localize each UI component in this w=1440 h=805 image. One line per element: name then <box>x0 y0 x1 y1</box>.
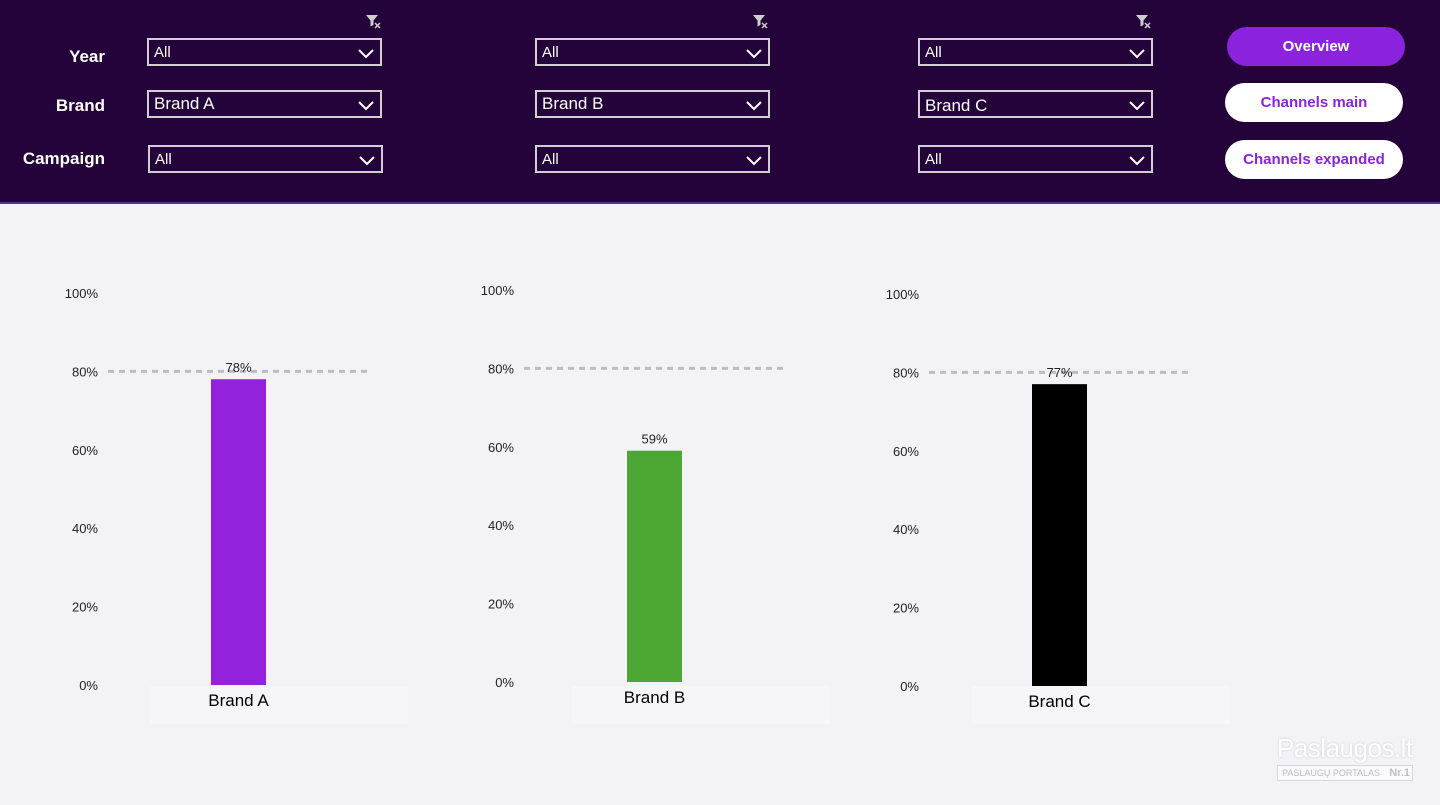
brand-dropdown-3-value: Brand C <box>925 96 988 115</box>
y-tick-label: 40% <box>72 521 98 536</box>
channels-main-button[interactable]: Channels main <box>1225 83 1403 122</box>
year-dropdown-2[interactable]: All <box>535 38 770 66</box>
campaign-dropdown-3[interactable]: All <box>918 145 1153 173</box>
year-label: Year <box>69 47 105 66</box>
y-tick-label: 20% <box>72 600 98 615</box>
campaign-dropdown-2[interactable]: All <box>535 145 770 173</box>
watermark-tagline-box: PASLAUGŲ PORTALAS Nr.1 <box>1277 765 1413 781</box>
category-strip <box>150 686 408 724</box>
campaign-dropdown-1-value: All <box>155 151 172 168</box>
chart-brand-b: 0% 20% 40% 60% 80% 100% 59% Brand B <box>456 273 816 728</box>
chart-brand-a: 0% 20% 40% 60% 80% 100% 78% Brand A <box>40 276 400 731</box>
chevron-down-icon <box>359 156 375 166</box>
y-tick-label: 0% <box>900 679 919 694</box>
clear-filter-icon[interactable] <box>365 13 381 29</box>
chevron-down-icon <box>746 156 762 166</box>
year-dropdown-1[interactable]: All <box>147 38 382 66</box>
category-strip <box>972 686 1230 724</box>
chevron-down-icon <box>746 49 762 59</box>
bar <box>627 450 682 682</box>
chart-svg: 0% 20% 40% 60% 80% 100% 78% Brand A <box>65 286 372 710</box>
bar-data-label: 59% <box>641 432 667 447</box>
brand-dropdown-1[interactable]: Brand A <box>147 90 382 118</box>
y-tick-label: 60% <box>72 443 98 458</box>
y-tick-label: 80% <box>893 365 919 380</box>
chart-svg: 0% 20% 40% 60% 80% 100% 77% Brand C <box>886 287 1193 711</box>
brand-label: Brand <box>55 96 105 115</box>
category-label: Brand C <box>1028 692 1090 711</box>
brand-dropdown-2-value: Brand B <box>542 94 604 113</box>
channels-expanded-button[interactable]: Channels expanded <box>1225 140 1403 179</box>
campaign-dropdown-2-value: All <box>542 151 559 168</box>
watermark-brand: Paslaugos.lt <box>1277 733 1413 763</box>
watermark-badge: Nr.1 <box>1389 767 1410 779</box>
campaign-label: Campaign <box>22 149 105 168</box>
brand-dropdown-1-value: Brand A <box>154 94 215 113</box>
y-tick-label: 40% <box>893 522 919 537</box>
y-tick-label: 100% <box>886 287 920 302</box>
year-dropdown-3-value: All <box>925 44 942 61</box>
y-tick-label: 100% <box>481 283 515 298</box>
year-dropdown-3[interactable]: All <box>918 38 1153 66</box>
bar-data-label: 77% <box>1046 365 1072 380</box>
chevron-down-icon <box>1129 101 1145 111</box>
bar-data-label: 78% <box>225 360 251 375</box>
paslaugos-watermark-logo: Paslaugos.lt PASLAUGŲ PORTALAS Nr.1 <box>1275 733 1415 783</box>
y-tick-label: 40% <box>488 518 514 533</box>
category-label: Brand A <box>208 691 269 710</box>
y-tick-label: 20% <box>893 601 919 616</box>
clear-filter-icon[interactable] <box>752 13 768 29</box>
category-strip <box>572 686 830 724</box>
bar <box>211 379 266 685</box>
chevron-down-icon <box>1129 156 1145 166</box>
chart-svg: 0% 20% 40% 60% 80% 100% 59% Brand B <box>481 283 788 707</box>
overview-button[interactable]: Overview <box>1227 27 1405 66</box>
chevron-down-icon <box>746 101 762 111</box>
filter-header: Year Brand Campaign All Brand A All All … <box>0 0 1440 204</box>
chevron-down-icon <box>358 101 374 111</box>
brand-dropdown-2[interactable]: Brand B <box>535 90 770 118</box>
y-tick-label: 80% <box>72 364 98 379</box>
y-tick-label: 60% <box>893 444 919 459</box>
y-tick-label: 100% <box>65 286 99 301</box>
year-dropdown-1-value: All <box>154 44 171 61</box>
clear-filter-icon[interactable] <box>1135 13 1151 29</box>
y-tick-label: 80% <box>488 361 514 376</box>
campaign-dropdown-1[interactable]: All <box>148 145 383 173</box>
chevron-down-icon <box>358 49 374 59</box>
chevron-down-icon <box>1129 49 1145 59</box>
watermark-tagline: PASLAUGŲ PORTALAS <box>1282 768 1381 778</box>
y-tick-label: 0% <box>79 678 98 693</box>
campaign-dropdown-3-value: All <box>925 151 942 168</box>
category-label: Brand B <box>624 688 685 707</box>
chart-brand-c: 0% 20% 40% 60% 80% 100% 77% Brand C <box>861 277 1221 732</box>
year-dropdown-2-value: All <box>542 44 559 61</box>
y-tick-label: 20% <box>488 597 514 612</box>
y-tick-label: 60% <box>488 440 514 455</box>
chart-area: 0% 20% 40% 60% 80% 100% 78% Brand A 0% 20% 40% 60%… <box>0 206 1440 805</box>
brand-dropdown-3[interactable]: Brand C <box>918 90 1153 118</box>
y-tick-label: 0% <box>495 675 514 690</box>
bar <box>1032 384 1087 686</box>
